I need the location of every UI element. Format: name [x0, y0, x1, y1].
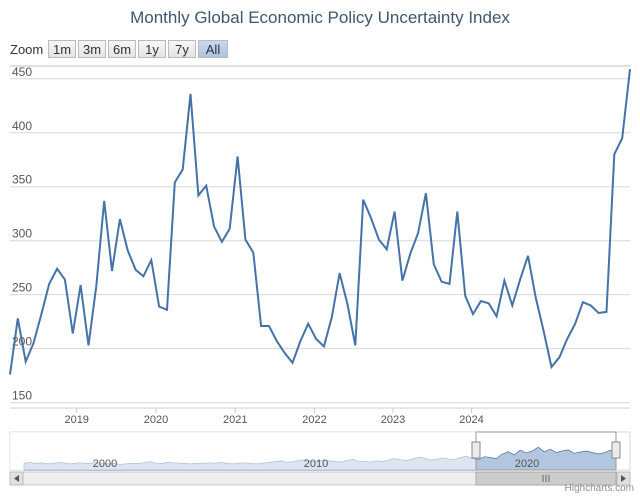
navigator-label: 2010 [304, 458, 328, 470]
series-line [9, 68, 631, 375]
x-tick-label: 2022 [302, 414, 326, 426]
zoom-label: Zoom [10, 42, 44, 57]
navigator[interactable]: 2000 2010 2020 [9, 431, 631, 471]
x-tick-label: 2021 [223, 414, 247, 426]
x-tick-label: 2019 [64, 414, 88, 426]
x-tick-label: 2024 [459, 414, 483, 426]
y-tick-label: 300 [12, 227, 32, 241]
arrow-left-icon [14, 475, 19, 482]
arrow-right-icon [621, 475, 626, 482]
y-tick-label: 350 [12, 173, 32, 187]
navigator-left-handle[interactable] [471, 441, 481, 459]
y-tick-label: 250 [12, 281, 32, 295]
x-tick-label: 2023 [381, 414, 405, 426]
zoom-all-button[interactable]: All [198, 40, 228, 58]
grid-lines [10, 65, 630, 409]
zoom-7y-button[interactable]: 7y [168, 40, 196, 58]
y-tick-label: 150 [12, 389, 32, 403]
scrollbar[interactable] [9, 471, 631, 486]
grip-icon [542, 475, 550, 482]
y-tick-label: 400 [12, 119, 32, 133]
zoom-1y-button[interactable]: 1y [138, 40, 166, 58]
y-tick-label: 450 [12, 65, 32, 79]
navigator-right-handle[interactable] [611, 441, 621, 459]
zoom-6m-button[interactable]: 6m [108, 40, 136, 58]
chart-title: Monthly Global Economic Policy Uncertain… [130, 8, 510, 27]
zoom-3m-button[interactable]: 3m [78, 40, 106, 58]
navigator-label: 2000 [93, 458, 117, 470]
x-tick-label: 2020 [144, 414, 168, 426]
navigator-label: 2020 [515, 458, 539, 470]
zoom-1m-button[interactable]: 1m [48, 40, 76, 58]
x-axis-ticks: 2019 2020 2021 2022 2023 2024 [64, 408, 484, 426]
credits-link[interactable]: Highcharts.com [564, 483, 634, 494]
navigator-mask-left [10, 432, 476, 470]
